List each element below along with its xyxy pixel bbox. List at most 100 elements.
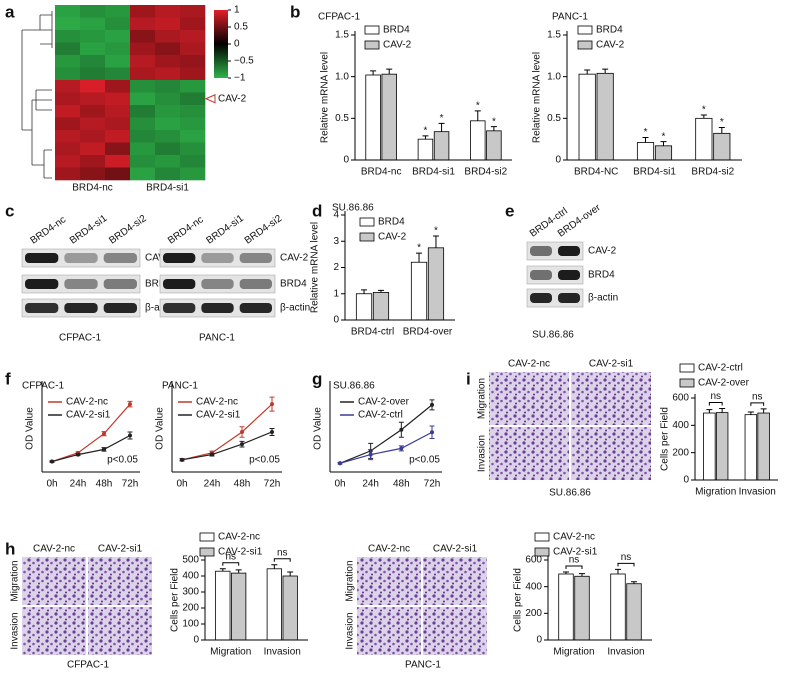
x-tick-label: BRD4-si2 <box>691 167 734 178</box>
x-tick-label: 24h <box>362 479 379 490</box>
micrograph <box>22 557 86 605</box>
blot-band <box>103 279 137 289</box>
point <box>102 431 106 436</box>
legend-swatch <box>359 217 375 227</box>
line <box>51 403 131 463</box>
heatmap-cell <box>155 30 181 43</box>
blot-band <box>64 279 98 289</box>
y-tick-label: 100 <box>182 619 199 630</box>
heatmap-cell <box>130 117 156 131</box>
bracket-label: ns <box>621 552 632 563</box>
micrograph <box>88 557 152 605</box>
heatmap-cell <box>55 167 81 181</box>
x-tick-label: 72h <box>424 479 441 490</box>
error-bar <box>706 409 713 414</box>
heatmap-cell <box>180 117 206 131</box>
heatmap-row-label: CAV-2 <box>218 93 247 104</box>
bar <box>410 261 428 321</box>
heatmap-cell <box>105 155 131 168</box>
heatmap-cell <box>130 142 156 156</box>
point <box>210 452 214 457</box>
y-tick-label: 200 <box>525 608 542 619</box>
colorbar-tick-label: −0.5 <box>234 56 254 67</box>
point <box>399 446 404 451</box>
bar <box>574 575 590 641</box>
micrograph <box>22 607 86 655</box>
legend-swatch <box>534 547 550 557</box>
micrograph-row-label: Migration <box>10 560 21 601</box>
micrograph-column-label: CAV-2-nc <box>33 544 75 555</box>
y-tick-label: 300 <box>182 587 199 598</box>
point <box>270 402 274 407</box>
error-bar <box>370 70 377 75</box>
blot-band <box>64 253 98 263</box>
y-axis-label: Relative mRNA level <box>320 52 331 143</box>
blot-row-label: CAV-2 <box>588 246 617 257</box>
heatmap-column-label: BRD4-nc <box>72 183 113 194</box>
bracket-label: ns <box>752 392 763 403</box>
heatmap-cell <box>180 155 206 168</box>
blot-band <box>163 253 196 263</box>
heatmap-cell <box>180 130 206 143</box>
heatmap-cell <box>80 17 106 31</box>
legend-label: CAV-2-si1 <box>196 410 241 421</box>
blot-band <box>558 246 580 256</box>
heatmap-cell <box>80 55 106 68</box>
heatmap-cell <box>105 167 131 181</box>
heatmap-cell <box>155 142 181 156</box>
heatmap-cell <box>180 105 206 118</box>
bar <box>372 292 390 321</box>
blot-lane-label: BRD4-si1 <box>68 213 110 247</box>
y-tick-label: 1 <box>333 288 339 299</box>
blot-band <box>201 279 234 289</box>
point <box>430 430 434 435</box>
legend-swatch <box>577 40 593 50</box>
heatmap-cell <box>55 130 81 143</box>
x-tick-label: Invasion <box>739 487 776 498</box>
bar <box>365 74 381 161</box>
heatmap-cell <box>155 67 181 81</box>
line <box>181 431 273 461</box>
panel-letter: c <box>5 201 14 220</box>
micrograph <box>571 427 651 480</box>
x-tick-label: 24h <box>204 479 221 490</box>
legend-swatch <box>679 378 695 388</box>
heatmap-cell <box>130 5 156 18</box>
legend-label: CAV-2 <box>596 40 625 51</box>
x-tick-label: 72h <box>264 479 281 490</box>
blot-row-label: BRD4 <box>280 279 307 290</box>
legend-swatch <box>364 25 380 35</box>
heatmap-cell <box>130 155 156 168</box>
panel-letter: i <box>466 369 471 388</box>
bracket <box>273 558 291 562</box>
x-tick-label: Migration <box>210 647 251 658</box>
y-tick-label: 4 <box>333 210 339 221</box>
blot-band <box>239 253 272 263</box>
y-tick-label: 400 <box>672 420 689 431</box>
error-bar <box>719 408 726 413</box>
heatmap-cell <box>55 17 81 31</box>
panel-letter: e <box>505 201 514 220</box>
x-tick-label: BRD4-over <box>403 327 453 338</box>
error-bar <box>474 110 481 121</box>
x-tick-label: BRD4-si1 <box>412 167 455 178</box>
blot-band <box>64 303 98 313</box>
colorbar-tick-label: 1 <box>234 5 240 16</box>
line <box>339 404 433 464</box>
colorbar-tick-label: −1 <box>234 73 246 84</box>
y-tick-label: 500 <box>182 555 199 566</box>
heatmap-cell <box>80 67 106 81</box>
legend-label: BRD4 <box>378 217 405 228</box>
error-bar <box>361 289 368 294</box>
error-bar <box>235 569 242 574</box>
x-tick-label: 24h <box>70 479 87 490</box>
point <box>240 429 244 434</box>
micrograph <box>489 427 569 480</box>
heatmap-cell <box>130 42 156 56</box>
heatmap-cell <box>155 42 181 56</box>
y-tick-label: 600 <box>525 555 542 566</box>
heatmap-cell <box>80 80 106 93</box>
significance-mark: * <box>720 117 724 128</box>
significance-mark: * <box>434 226 438 237</box>
